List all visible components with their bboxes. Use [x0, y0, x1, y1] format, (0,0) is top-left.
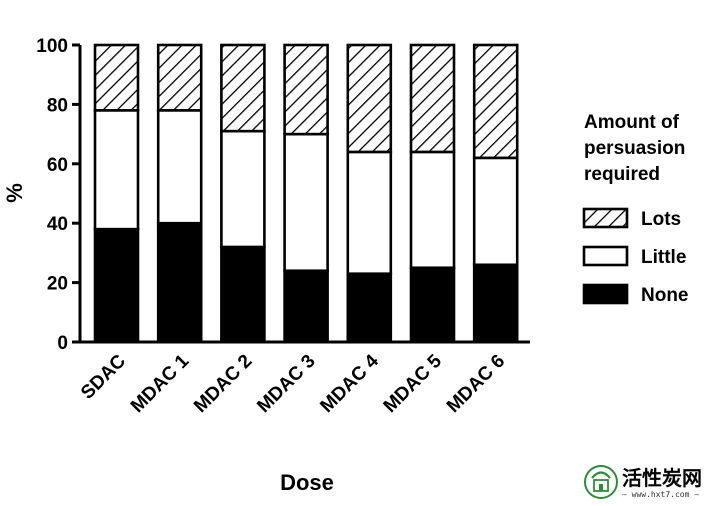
watermark: 活性炭网 — www.hxt7.com — [584, 465, 702, 499]
bar-mdac-6-lots [472, 43, 519, 160]
bar-mdac-3-little [283, 132, 329, 273]
x-tick-label: MDAC 1 [127, 350, 194, 417]
legend-title-line-3: required [584, 164, 660, 185]
bar-sdac-little [93, 109, 140, 231]
bar-mdac-2-lots [220, 43, 266, 133]
y-tick-label: 0 [57, 333, 68, 354]
bar-mdac-4-none [346, 272, 393, 344]
bar-mdac-4-lots [346, 43, 393, 154]
legend-label-lots: Lots [641, 209, 681, 230]
x-axis-title: Dose [280, 470, 334, 495]
bar-mdac-6-none [472, 263, 519, 344]
legend-label-none: None [641, 285, 689, 306]
y-tick-label: 20 [47, 274, 68, 295]
bar-mdac-4-little [346, 150, 393, 275]
bars-group [93, 43, 519, 344]
watermark-text: 活性炭网 [622, 467, 702, 490]
bar-mdac-2-none [220, 245, 266, 344]
bar-mdac-2-little [220, 129, 266, 249]
bar-mdac-5-little [409, 150, 456, 270]
watermark-url: — www.hxt7.com — [622, 490, 699, 499]
x-tick-label: MDAC 5 [380, 350, 447, 417]
legend-items: Lots Little None [582, 207, 689, 306]
bar-sdac-none [93, 227, 140, 344]
legend: Amount of persuasion required Lots Little… [582, 112, 689, 306]
y-axis-title: % [2, 183, 27, 203]
x-tick-label: MDAC 6 [443, 351, 509, 417]
activated-carbon-logo-icon [584, 465, 618, 499]
y-tick-label: 40 [47, 214, 68, 235]
bar-sdac-lots [93, 43, 140, 112]
legend-swatch-lots [582, 207, 629, 229]
bar-mdac-5-lots [409, 43, 456, 154]
legend-title-line-2: persuasion [584, 138, 685, 159]
bar-mdac-1-lots [156, 43, 203, 112]
bar-mdac-6-little [472, 156, 519, 267]
x-tick-label: MDAC 4 [316, 350, 383, 417]
bar-mdac-3-none [283, 269, 329, 344]
legend-swatch-little [582, 245, 629, 267]
bar-mdac-1-little [156, 109, 203, 225]
bar-mdac-5-none [409, 266, 456, 344]
x-tick-label: MDAC 3 [253, 351, 319, 417]
y-tick-label: 60 [47, 155, 68, 176]
y-tick-label: 80 [47, 95, 68, 116]
legend-swatch-none [582, 283, 629, 305]
y-tick-label: 100 [36, 36, 68, 57]
x-tick-label: SDAC [77, 350, 130, 403]
y-ticks: 0 20 40 60 80 100 [36, 36, 80, 354]
bar-mdac-1-none [156, 221, 203, 344]
legend-label-little: Little [641, 247, 686, 268]
legend-title-line-1: Amount of [584, 112, 680, 133]
bar-mdac-3-lots [283, 43, 329, 136]
x-tick-label: MDAC 2 [190, 351, 256, 417]
